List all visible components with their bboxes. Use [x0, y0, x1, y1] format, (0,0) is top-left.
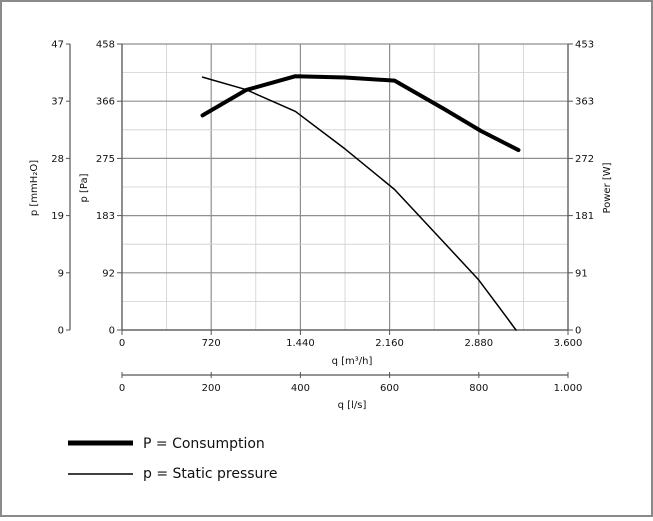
legend-static-pressure-label: p = Static pressure — [143, 466, 277, 482]
y-right-axis-title: Power [W] — [602, 162, 613, 213]
x-secondary-tick-label: 1.000 — [554, 383, 583, 394]
x-primary-tick-label: 0 — [119, 338, 125, 349]
y-left-outer-tick-label: 19 — [51, 211, 64, 222]
x-primary-tick-label: 720 — [202, 338, 221, 349]
y-right-tick-label: 0 — [575, 326, 581, 337]
y-right-tick-label: 363 — [575, 97, 594, 108]
x-primary-tick-label: 2.880 — [464, 338, 493, 349]
y-left-tick-label: 275 — [96, 154, 115, 165]
y-left-outer-axis-title: p [mmH₂O] — [29, 160, 40, 216]
x-secondary-tick-label: 200 — [202, 383, 221, 394]
y-left-tick-label: 366 — [96, 97, 115, 108]
x-secondary-tick-label: 0 — [119, 383, 125, 394]
y-right-tick-label: 272 — [575, 154, 594, 165]
y-left-tick-label: 92 — [102, 268, 115, 279]
y-left-outer-tick-label: 47 — [51, 40, 64, 51]
y-left-outer-tick-label: 0 — [58, 326, 64, 337]
y-right-tick-label: 91 — [575, 268, 588, 279]
x-secondary-tick-label: 400 — [291, 383, 310, 394]
x-secondary-axis-title: q [l/s] — [338, 400, 367, 411]
x-secondary-tick-label: 800 — [469, 383, 488, 394]
y-right-tick-label: 181 — [575, 211, 594, 222]
x-primary-tick-label: 2.160 — [375, 338, 404, 349]
x-primary-axis-title: q [m³/h] — [332, 356, 373, 367]
y-left-outer-tick-label: 9 — [58, 268, 64, 279]
y-left-outer-tick-label: 28 — [51, 154, 64, 165]
x-secondary-tick-label: 600 — [380, 383, 399, 394]
y-left-axis-title: p [Pa] — [79, 173, 90, 202]
x-primary-tick-label: 1.440 — [286, 338, 315, 349]
y-left-outer-tick-label: 37 — [51, 97, 64, 108]
x-primary-tick-label: 3.600 — [554, 338, 583, 349]
y-left-tick-label: 458 — [96, 40, 115, 51]
legend-consumption-label: P = Consumption — [143, 436, 265, 452]
y-right-tick-label: 453 — [575, 40, 594, 51]
y-left-tick-label: 0 — [109, 326, 115, 337]
y-left-tick-label: 183 — [96, 211, 115, 222]
